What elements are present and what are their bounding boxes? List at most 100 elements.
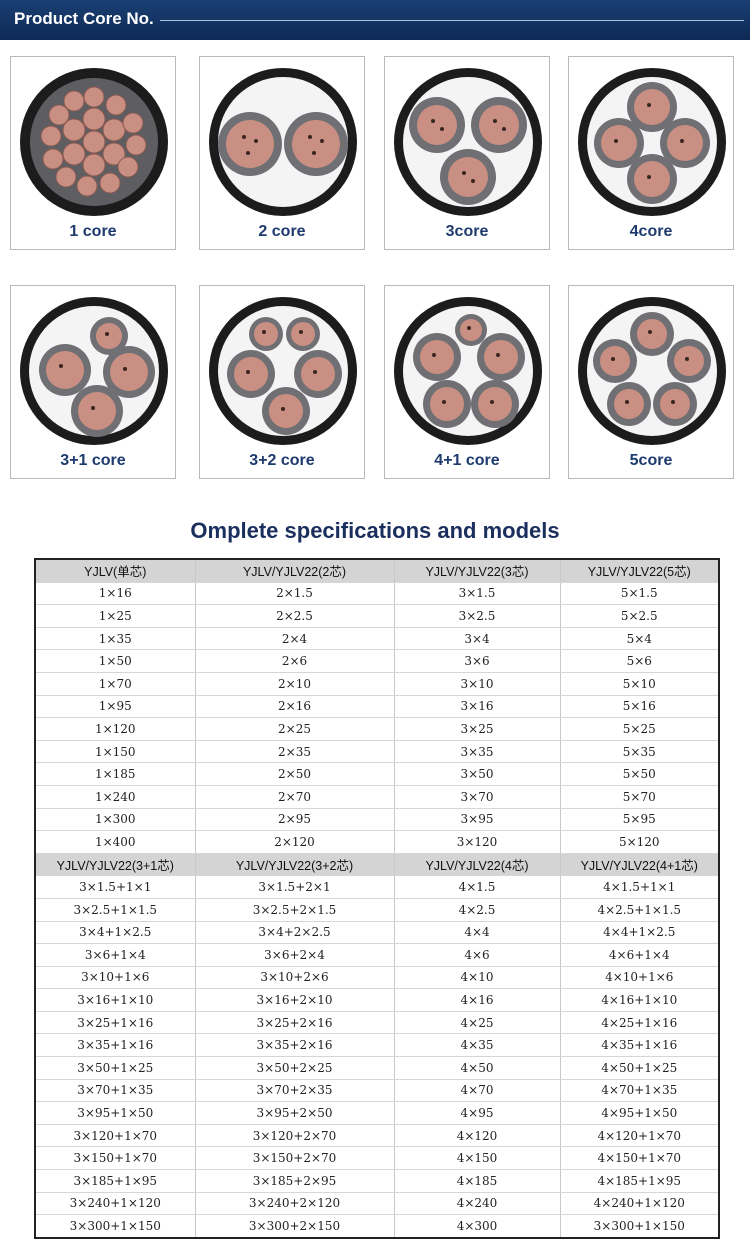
table-cell: 4×120	[394, 1124, 561, 1148]
table-row: 3×95+1×50 3×95+2×50 4×95 4×95+1×50	[35, 1101, 720, 1125]
table-cell: 3×70	[394, 785, 561, 809]
column-header: YJLV/YJLV22(3芯)	[394, 559, 561, 583]
table-cell: 2×120	[195, 830, 395, 854]
table-cell: 4×35	[394, 1033, 561, 1058]
table-row: 3×4+1×2.5 3×4+2×2.5 4×4 4×4+1×2.5	[35, 921, 720, 945]
table-cell: 3×4	[394, 627, 561, 651]
table-cell: 3×6+2×4	[195, 943, 395, 967]
section-title: Product Core No.	[14, 9, 154, 28]
column-header: YJLV/YJLV22(2芯)	[195, 559, 395, 583]
table-cell: 3×185+1×95	[35, 1169, 196, 1193]
table-cell: 3×4+2×2.5	[195, 921, 395, 945]
table-cell: 5×6	[560, 649, 720, 673]
table-cell: 2×6	[195, 649, 395, 673]
table-cell: 3×300+2×150	[195, 1214, 395, 1239]
table-cell: 3×50+2×25	[195, 1056, 395, 1080]
table-cell: 5×120	[560, 830, 720, 854]
table-cell: 1×120	[35, 717, 196, 741]
table-cell: 1×150	[35, 740, 196, 764]
column-header: YJLV/YJLV22(3+2芯)	[195, 853, 395, 877]
spec-title: Omplete specifications and models	[190, 518, 560, 543]
table-cell: 3×240+2×120	[195, 1192, 395, 1216]
table-cell: 4×4	[394, 921, 561, 945]
table-row: 1×240 2×70 3×70 5×70	[35, 785, 720, 809]
table-cell: 4×240	[394, 1192, 561, 1216]
table-row: 1×25 2×2.5 3×2.5 5×2.5	[35, 604, 720, 628]
table-cell: 4×150	[394, 1146, 561, 1171]
table-cell: 4×150+1×70	[560, 1146, 720, 1171]
table-cell: 5×4	[560, 627, 720, 651]
table-cell: 3×120+1×70	[35, 1124, 196, 1148]
table-cell: 3×2.5	[394, 604, 561, 628]
table-cell: 5×2.5	[560, 604, 720, 628]
table-cell: 3×300+1×150	[560, 1214, 720, 1239]
cable-cross-section-icon	[209, 68, 357, 216]
table-cell: 3×120+2×70	[195, 1124, 395, 1148]
cable-cross-section-icon	[209, 297, 357, 445]
table-row: 3×2.5+1×1.5 3×2.5+2×1.5 4×2.5 4×2.5+1×1.5	[35, 898, 720, 922]
core-card-7: 4+1 core	[384, 285, 550, 479]
header-rule	[160, 20, 744, 21]
table-cell: 4×1.5	[394, 875, 561, 899]
table-cell: 4×50	[394, 1056, 561, 1080]
table-cell: 3×1.5+1×1	[35, 875, 196, 899]
core-label: 2 core	[258, 223, 306, 240]
table-cell: 4×2.5	[394, 898, 561, 922]
table-cell: 3×95	[394, 808, 561, 832]
table-cell: 3×95+2×50	[195, 1101, 395, 1125]
table-cell: 3×185+2×95	[195, 1169, 395, 1193]
table-cell: 4×240+1×120	[560, 1192, 720, 1216]
table-cell: 4×120+1×70	[560, 1124, 720, 1148]
column-header: YJLV/YJLV22(3+1芯)	[35, 853, 196, 877]
table-cell: 1×25	[35, 604, 196, 628]
cable-cross-section-icon	[20, 68, 168, 216]
table-row: 1×35 2×4 3×4 5×4	[35, 627, 720, 651]
table-cell: 3×300+1×150	[35, 1214, 196, 1239]
table-cell: 4×25	[394, 1011, 561, 1035]
table-cell: 4×25+1×16	[560, 1011, 720, 1035]
table-cell: 4×6	[394, 943, 561, 967]
table-cell: 3×120	[394, 830, 561, 854]
table-cell: 5×50	[560, 762, 720, 786]
table-cell: 4×6+1×4	[560, 943, 720, 967]
table-cell: 5×10	[560, 672, 720, 696]
table-cell: 5×70	[560, 785, 720, 809]
table-cell: 4×10+1×6	[560, 966, 720, 990]
table-cell: 4×70+1×35	[560, 1079, 720, 1103]
table-cell: 4×95+1×50	[560, 1101, 720, 1125]
table-row: 1×70 2×10 3×10 5×10	[35, 672, 720, 696]
table-row: 3×150+1×70 3×150+2×70 4×150 4×150+1×70	[35, 1146, 720, 1171]
table-cell: 3×240+1×120	[35, 1192, 196, 1216]
core-label: 4core	[629, 223, 673, 240]
table-cell: 3×50	[394, 762, 561, 786]
table-cell: 5×25	[560, 717, 720, 741]
table-row: 3×10+1×6 3×10+2×6 4×10 4×10+1×6	[35, 966, 720, 990]
table-cell: 5×1.5	[560, 582, 720, 606]
table-cell: 4×10	[394, 966, 561, 990]
table-cell: 3×16+2×10	[195, 988, 395, 1012]
table-cell: 2×2.5	[195, 604, 395, 628]
table-cell: 1×70	[35, 672, 196, 696]
table-cell: 2×95	[195, 808, 395, 832]
core-card-2: 2 core	[199, 56, 365, 250]
column-header: YJLV(单芯)	[35, 559, 196, 583]
table-row: 1×16 2×1.5 3×1.5 5×1.5	[35, 582, 720, 606]
core-card-4: 4core	[568, 56, 734, 250]
cable-cross-section-icon	[578, 297, 726, 445]
table-header-row: YJLV/YJLV22(3+1芯) YJLV/YJLV22(3+2芯) YJLV/Y…	[35, 853, 720, 877]
core-card-3: 3core	[384, 56, 550, 250]
table-cell: 2×1.5	[195, 582, 395, 606]
core-card-1: 1 core	[10, 56, 176, 250]
table-cell: 3×35+1×16	[35, 1033, 196, 1058]
table-cell: 2×25	[195, 717, 395, 741]
table-row: 1×300 2×95 3×95 5×95	[35, 808, 720, 832]
table-row: 3×120+1×70 3×120+2×70 4×120 4×120+1×70	[35, 1124, 720, 1148]
core-label: 3+2 core	[249, 452, 315, 469]
table-cell: 3×10+1×6	[35, 966, 196, 990]
table-cell: 3×2.5+1×1.5	[35, 898, 196, 922]
table-cell: 3×50+1×25	[35, 1056, 196, 1080]
table-cell: 4×95	[394, 1101, 561, 1125]
table-cell: 1×185	[35, 762, 196, 786]
table-cell: 2×16	[195, 695, 395, 719]
table-cell: 1×240	[35, 785, 196, 809]
